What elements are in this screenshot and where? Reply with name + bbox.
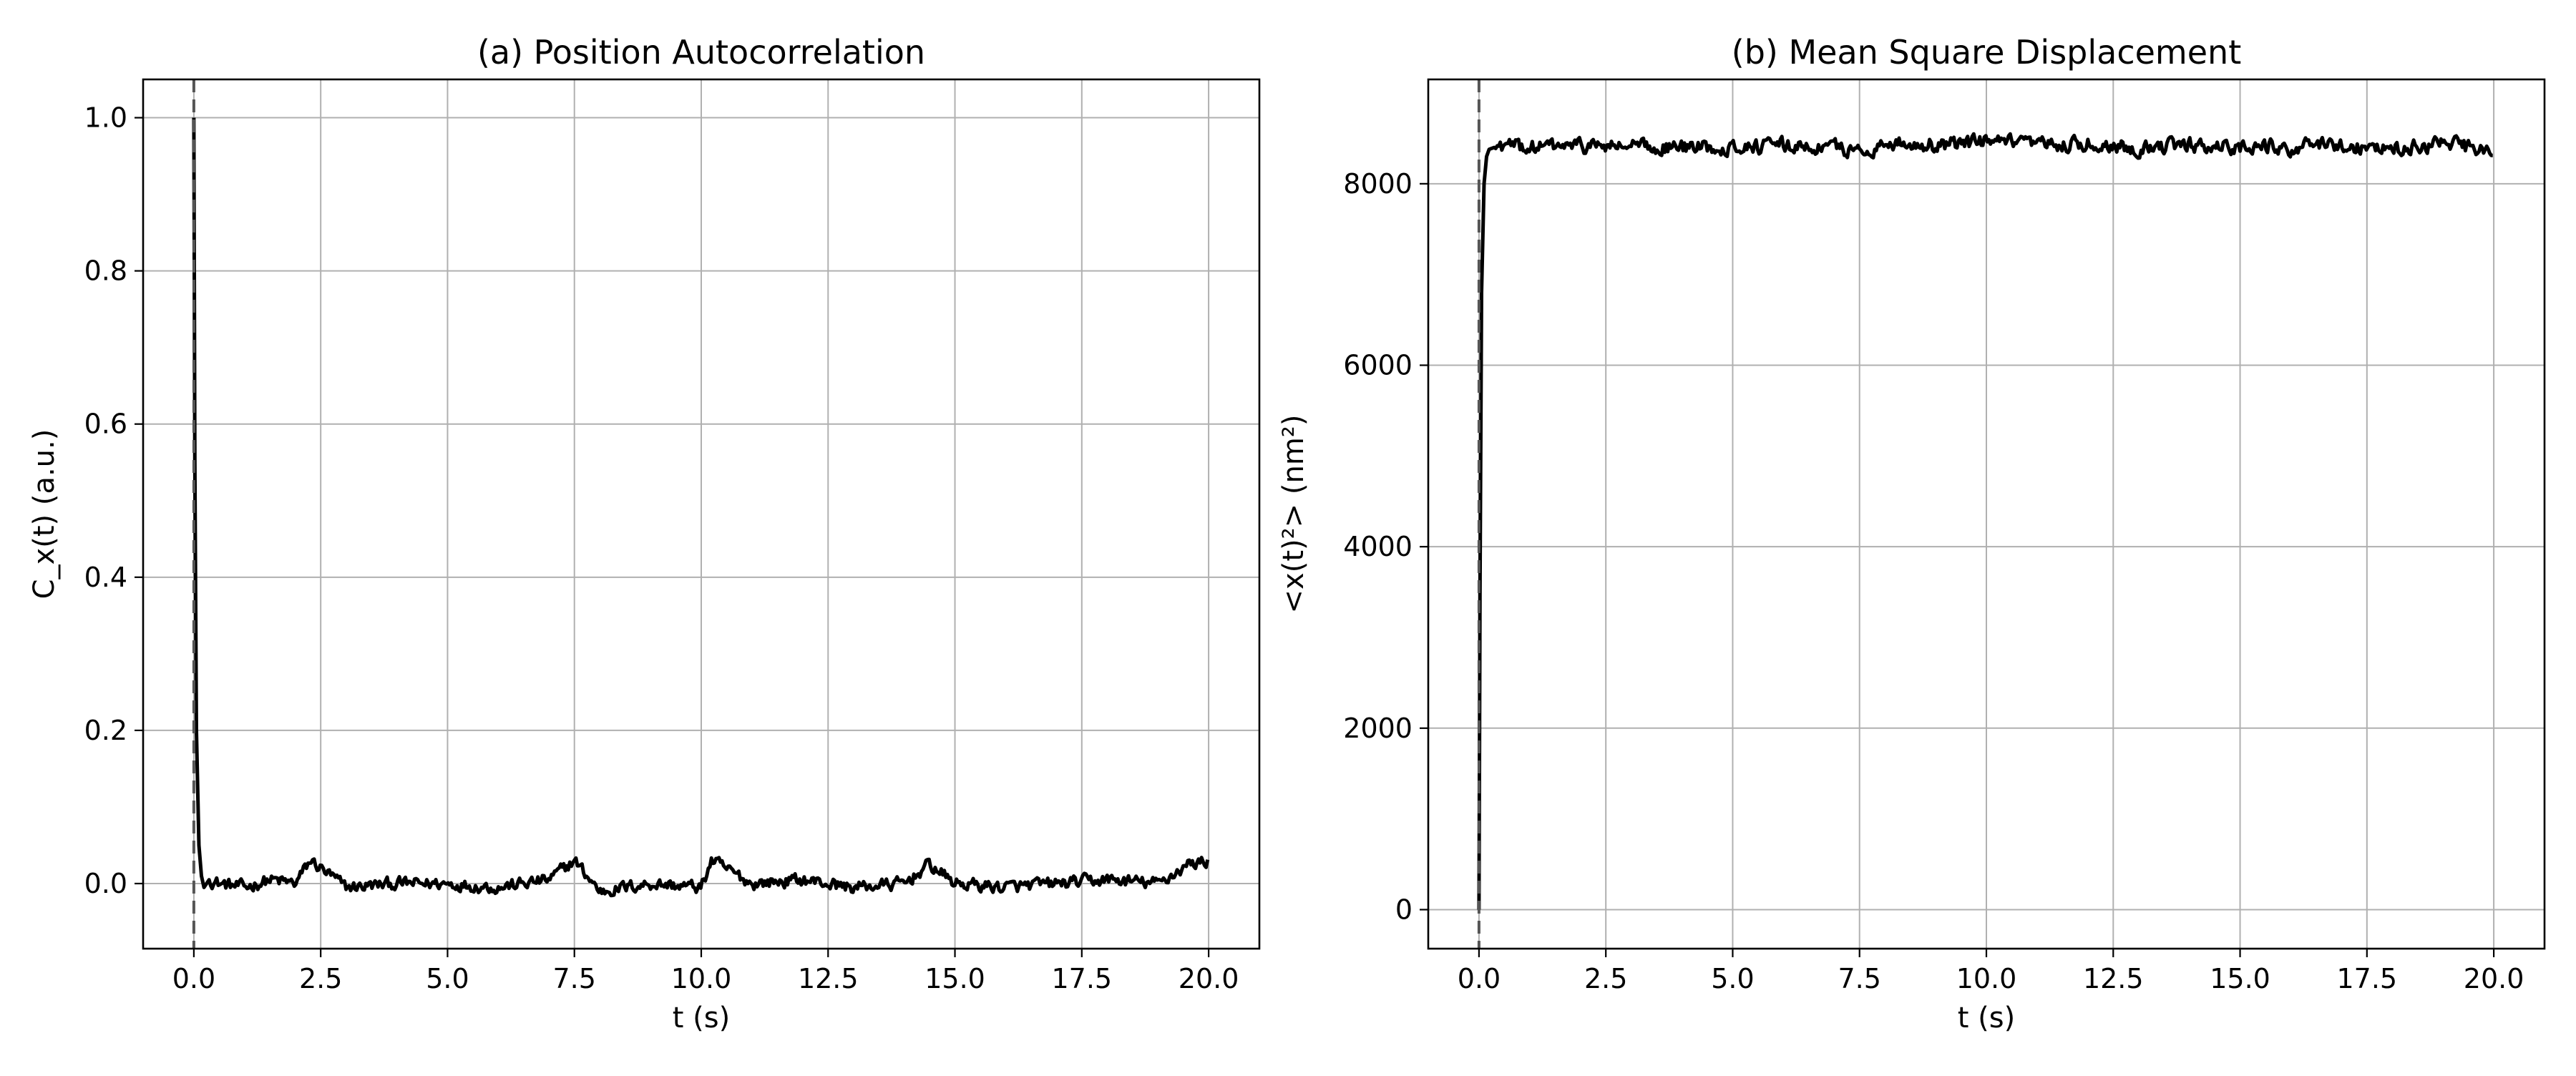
y-tick-label: 0.6 [84, 409, 127, 440]
x-tick-label: 15.0 [2210, 963, 2270, 994]
panel-mean-square-displacement: 0.0 2.5 5.0 7.5 10.0 12.5 15.0 17.5 20.0 0 2000 40… [1277, 33, 2546, 1035]
y-axis-label: C_x(t) (a.u.) [28, 429, 61, 600]
y-axis-label: <x(t)²> (nm²) [1277, 415, 1310, 614]
chart-title: (b) Mean Square Displacement [1732, 33, 2241, 72]
y-tick-label: 6000 [1343, 350, 1413, 381]
x-tick-label: 12.5 [798, 963, 859, 994]
chart-title: (a) Position Autocorrelation [477, 33, 925, 72]
x-tick-label: 0.0 [172, 963, 215, 994]
x-axis-ticks: 0.0 2.5 5.0 7.5 10.0 12.5 15.0 17.5 20.0 [172, 949, 1239, 994]
series-lines [1477, 132, 2493, 910]
x-axis-label: t (s) [673, 1002, 730, 1035]
x-tick-label: 2.5 [1584, 963, 1627, 994]
data-series-line [192, 117, 1210, 898]
panel-position-autocorrelation: 0.0 2.5 5.0 7.5 10.0 12.5 15.0 17.5 20.0 0.00.20… [28, 33, 1261, 1035]
x-tick-label: 0.0 [1458, 963, 1501, 994]
x-tick-label: 15.0 [924, 963, 985, 994]
y-tick-label: 0.8 [84, 255, 127, 287]
x-tick-label: 20.0 [2464, 963, 2524, 994]
y-tick-label: 8000 [1343, 168, 1413, 200]
y-axis-ticks: 0.0 0.2 0.4 0.6 0.8 1.0 [84, 102, 143, 899]
y-tick-label: 0.4 [84, 562, 127, 593]
x-tick-label: 5.0 [426, 963, 469, 994]
x-tick-label: 5.0 [1711, 963, 1754, 994]
x-axis-ticks: 0.0 2.5 5.0 7.5 10.0 12.5 15.0 17.5 20.0 [1458, 949, 2524, 994]
y-tick-label: 4000 [1343, 531, 1413, 562]
x-axis-label: t (s) [1958, 1002, 2015, 1035]
x-tick-label: 10.0 [671, 963, 732, 994]
y-tick-label: 0 [1395, 894, 1413, 925]
x-tick-label: 7.5 [553, 963, 596, 994]
x-tick-label: 17.5 [2337, 963, 2398, 994]
y-tick-label: 2000 [1343, 713, 1413, 744]
x-tick-label: 20.0 [1179, 963, 1239, 994]
x-tick-label: 17.5 [1052, 963, 1113, 994]
series-lines [192, 117, 1210, 898]
y-tick-label: 0.2 [84, 715, 127, 746]
y-axis-ticks: 0 2000 4000 6000 8000 [1343, 168, 1428, 925]
y-tick-label: 0.0 [84, 868, 127, 899]
x-tick-label: 10.0 [1956, 963, 2017, 994]
y-tick-label: 1.0 [84, 102, 127, 134]
data-series-line [1477, 132, 2493, 910]
x-tick-label: 2.5 [299, 963, 342, 994]
x-tick-label: 7.5 [1838, 963, 1881, 994]
grid-lines [1428, 79, 2545, 949]
x-tick-label: 12.5 [2083, 963, 2144, 994]
